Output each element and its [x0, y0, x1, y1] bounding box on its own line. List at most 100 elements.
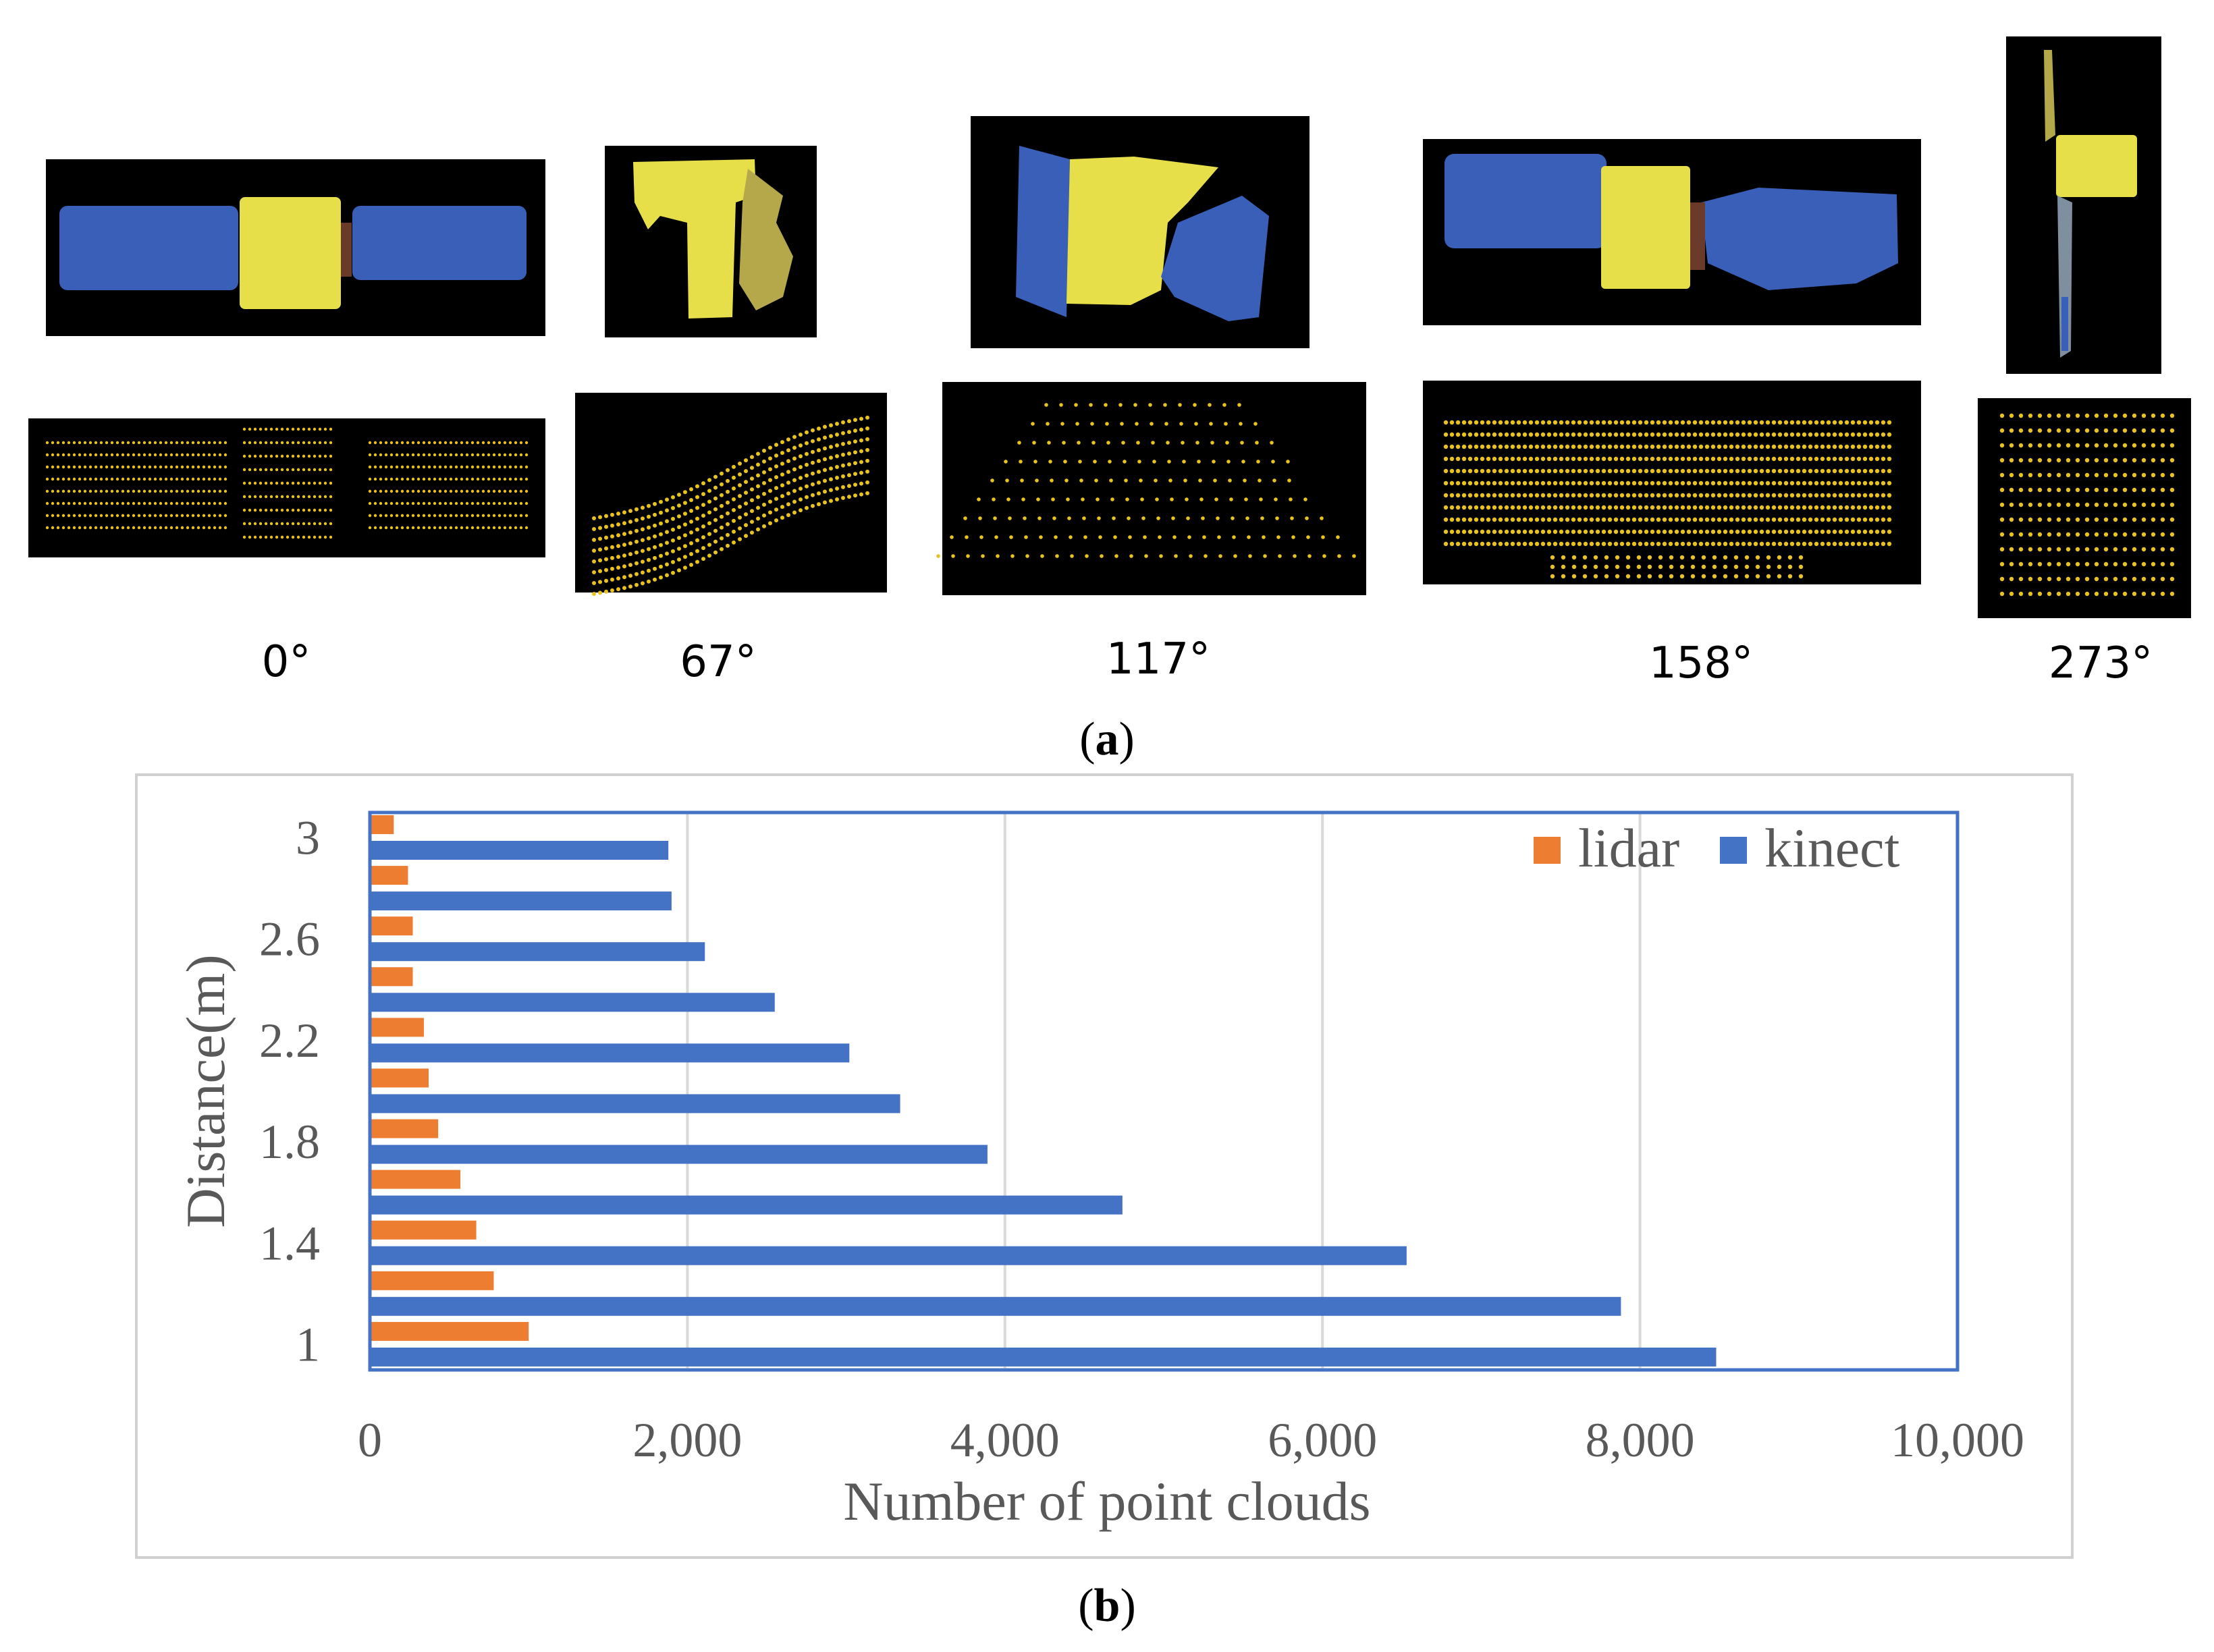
point [659, 521, 663, 526]
point [653, 523, 657, 528]
point [1577, 505, 1582, 510]
point [1729, 432, 1734, 437]
point [443, 489, 448, 493]
point [1522, 541, 1528, 547]
point [406, 465, 410, 469]
point [641, 538, 645, 543]
point [1534, 468, 1540, 474]
point [966, 554, 970, 558]
point [2132, 487, 2137, 493]
point [732, 475, 736, 480]
point [115, 489, 119, 493]
point [492, 514, 496, 518]
point [2028, 591, 2033, 597]
point [2113, 428, 2118, 433]
point [291, 522, 295, 526]
point [1625, 564, 1631, 570]
point [78, 526, 82, 530]
point [1619, 444, 1625, 449]
legend-label-kinect: kinect [1764, 817, 1900, 879]
point [835, 465, 839, 469]
point [847, 419, 851, 424]
point [411, 526, 415, 530]
point [2037, 458, 2043, 463]
point [280, 508, 284, 512]
point [142, 489, 146, 493]
point [2113, 576, 2118, 582]
point [647, 525, 651, 530]
point [242, 454, 246, 458]
point [186, 501, 190, 505]
point [1449, 432, 1455, 437]
point [1874, 505, 1880, 510]
point [175, 477, 179, 481]
point [1656, 493, 1661, 498]
point [665, 541, 669, 545]
point [1814, 493, 1819, 498]
point [2122, 532, 2128, 537]
point [2056, 532, 2061, 537]
point [859, 460, 863, 464]
point [1168, 478, 1172, 483]
point [1571, 432, 1576, 437]
point [2056, 547, 2061, 552]
point [72, 477, 76, 481]
point [242, 427, 246, 431]
point [1504, 432, 1509, 437]
point [422, 526, 426, 530]
point [465, 489, 469, 493]
point [2122, 458, 2128, 463]
point [1680, 517, 1685, 522]
point [1881, 493, 1886, 498]
point [713, 528, 718, 533]
point [2160, 532, 2165, 537]
point [1680, 420, 1685, 425]
point [750, 509, 754, 514]
point [1717, 432, 1722, 437]
point [1474, 456, 1479, 462]
point [1777, 444, 1783, 449]
point [1844, 444, 1850, 449]
point [400, 453, 404, 457]
point [1534, 456, 1540, 462]
point [2094, 561, 2099, 567]
point [786, 437, 790, 442]
point [1213, 478, 1217, 483]
point [427, 477, 431, 481]
point [2066, 472, 2071, 478]
point [1589, 493, 1594, 498]
point [1838, 541, 1843, 547]
x-tick-label: 8,000 [1586, 1413, 1695, 1467]
point [829, 423, 833, 428]
point [1765, 444, 1771, 449]
point [2084, 561, 2090, 567]
point [1595, 432, 1600, 437]
point [313, 522, 317, 526]
point [67, 514, 71, 518]
point [744, 523, 748, 528]
point [406, 489, 410, 493]
point [634, 528, 639, 533]
point [1820, 468, 1825, 474]
point [738, 516, 742, 520]
point [665, 497, 669, 502]
point [1528, 420, 1534, 425]
point [1777, 517, 1783, 522]
point [780, 472, 784, 477]
point [1820, 493, 1825, 498]
point [1698, 517, 1704, 522]
point [1615, 574, 1620, 579]
point [2075, 428, 2080, 433]
point [2094, 547, 2099, 552]
point [1540, 529, 1546, 534]
point [110, 489, 114, 493]
point [1814, 505, 1819, 510]
point [707, 499, 711, 504]
point [786, 480, 790, 485]
point [744, 512, 748, 517]
point [2066, 591, 2071, 597]
point [1209, 422, 1213, 426]
point [1747, 444, 1752, 449]
point [1656, 480, 1661, 486]
point [142, 465, 146, 469]
